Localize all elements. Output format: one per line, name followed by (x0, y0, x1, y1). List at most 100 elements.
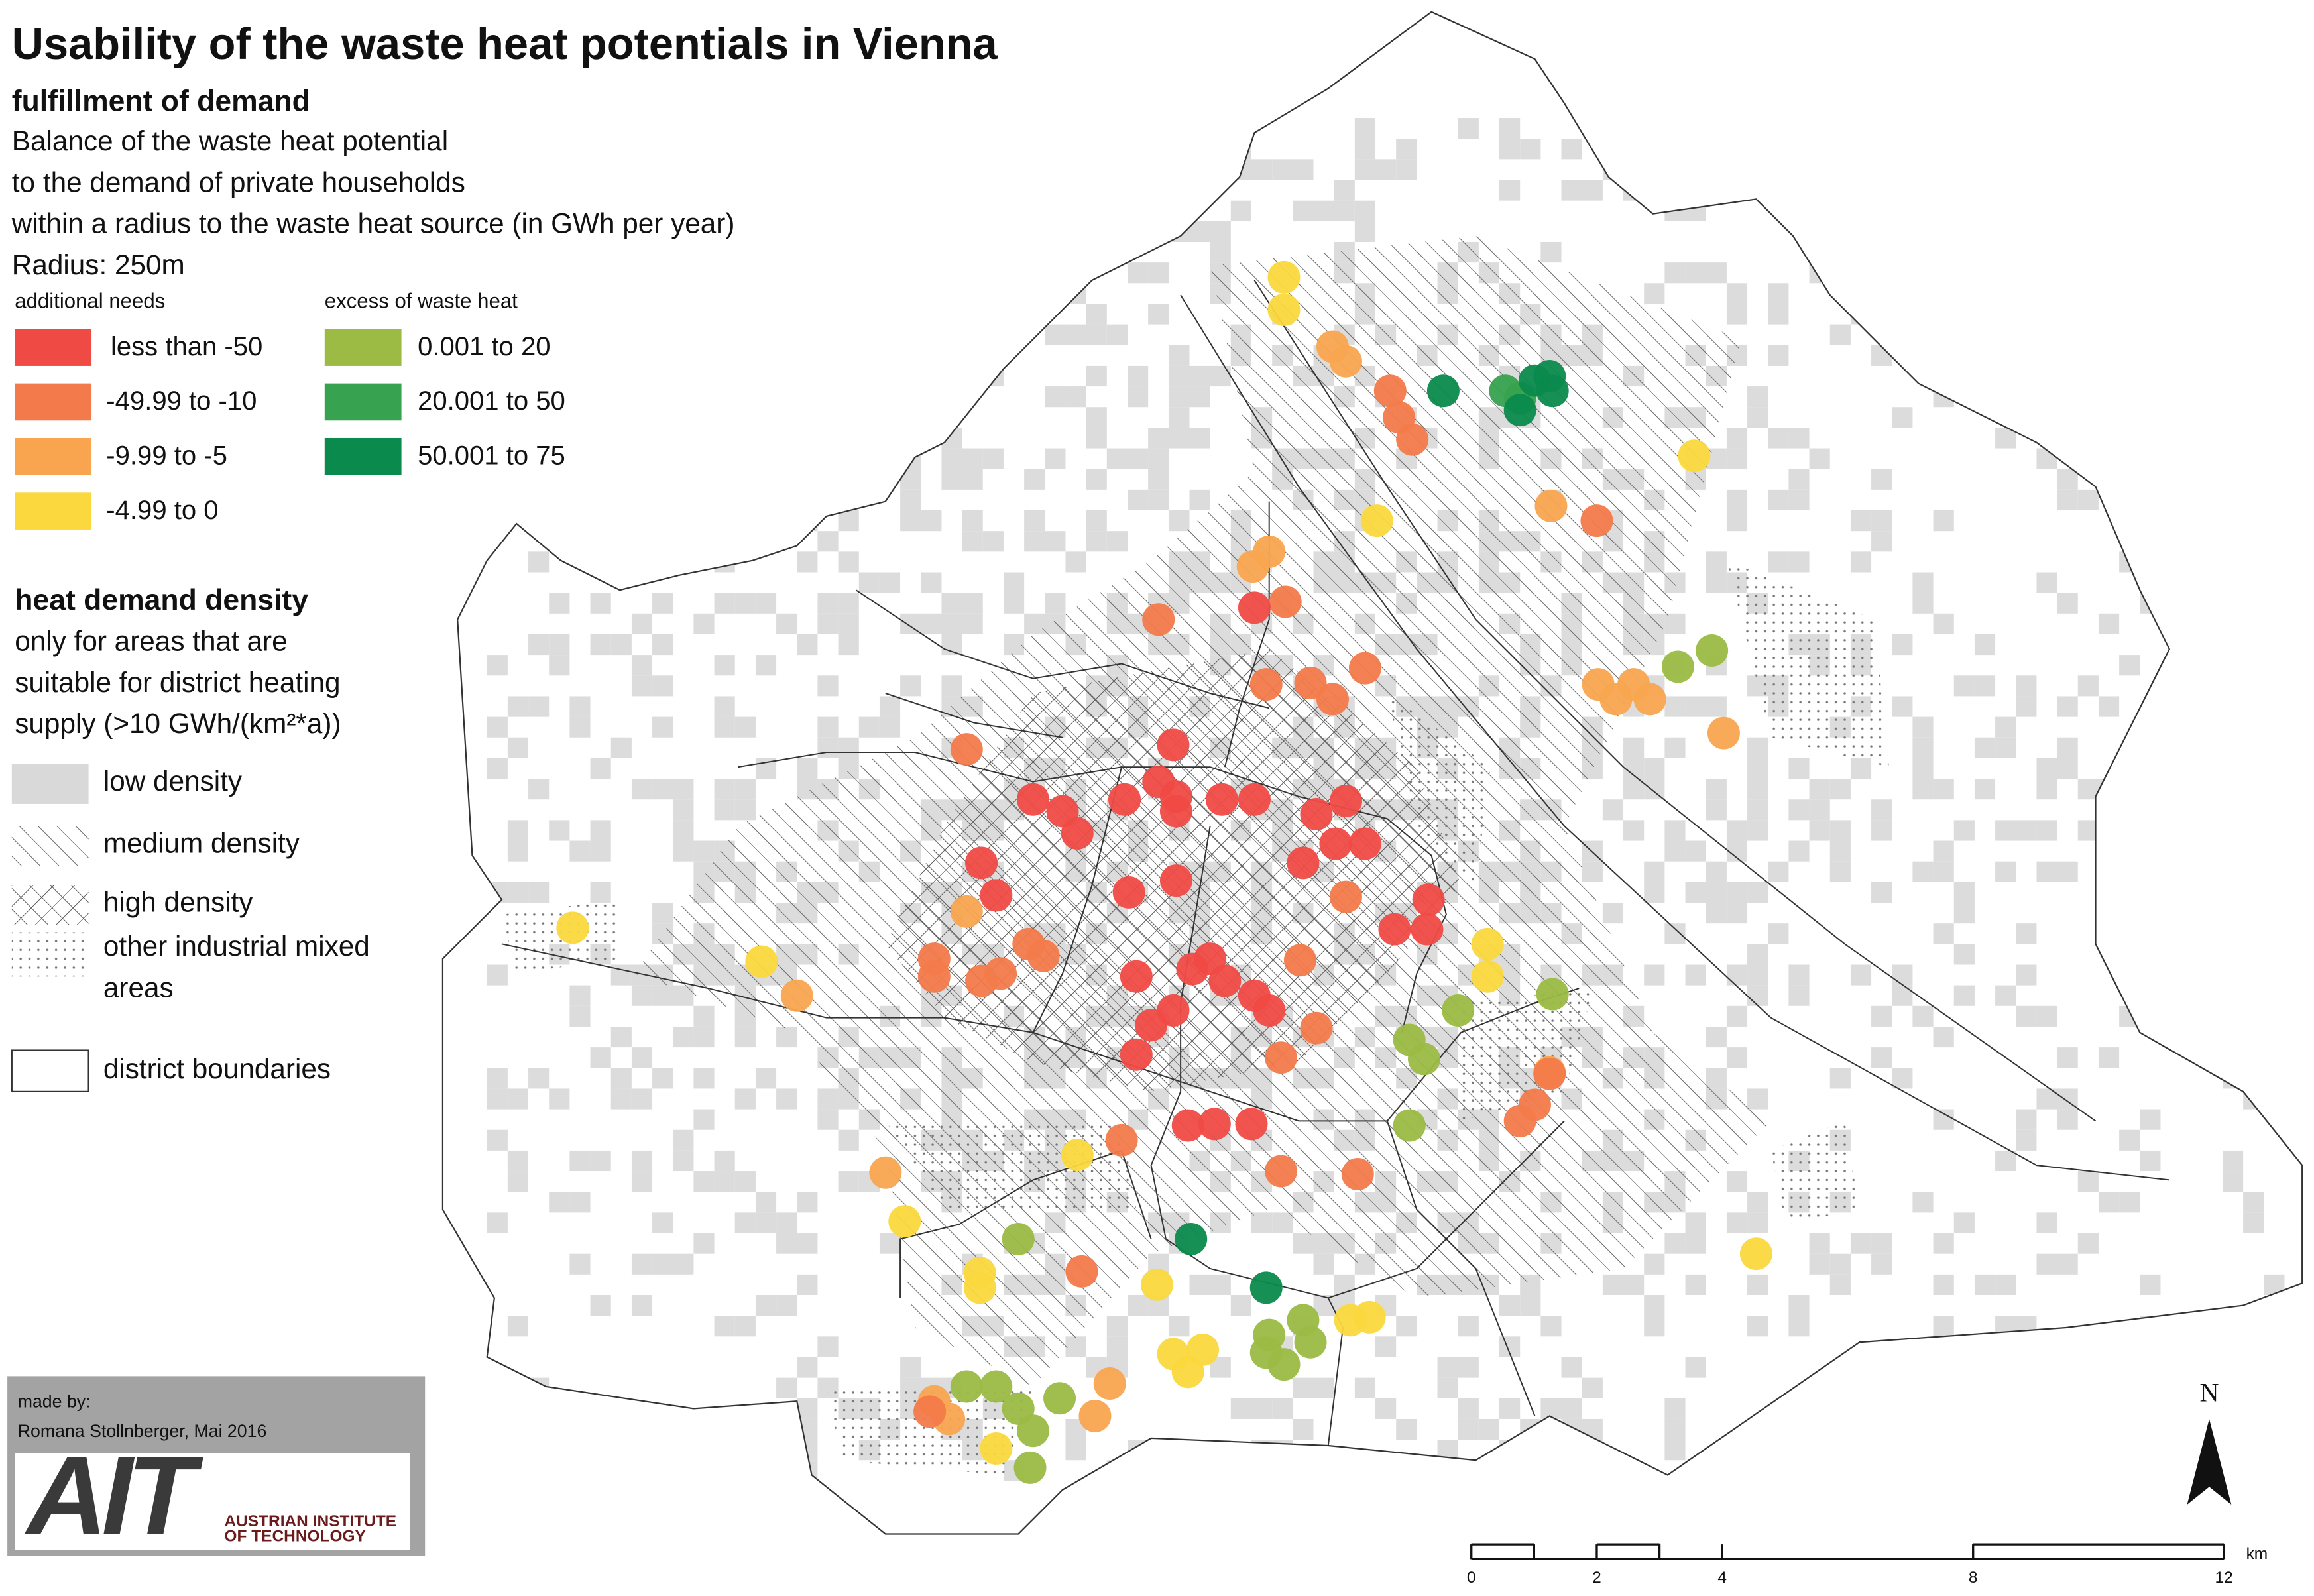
low-density-cell (1169, 221, 1190, 242)
low-density-cell (817, 262, 839, 284)
heat-source (1633, 683, 1666, 716)
low-density-cell (2098, 613, 2120, 634)
low-density-cell (2140, 1109, 2161, 1130)
north-arrow (2187, 1418, 2232, 1505)
low-density-cell (2036, 159, 2057, 180)
low-density-cell (1912, 1377, 1934, 1398)
heat-source (1329, 345, 1362, 378)
low-density-cell (2077, 1233, 2099, 1254)
heat-source (1360, 504, 1393, 538)
heat-source (1253, 994, 1286, 1027)
heat-source (1411, 913, 1444, 946)
low-density-cell (1933, 861, 1954, 882)
low-density-cell (1106, 1316, 1128, 1337)
low-density-cell (1912, 1418, 1934, 1440)
low-density-cell (2036, 1005, 2057, 1027)
low-density-cell (941, 613, 962, 634)
heat-source (1238, 591, 1271, 624)
low-density-cell (2036, 779, 2057, 800)
low-density-cell (1685, 262, 1706, 284)
low-density-cell (610, 737, 632, 758)
heat-source (1002, 1222, 1035, 1255)
low-density-cell (1829, 1274, 1851, 1295)
low-density-cell (1086, 531, 1107, 552)
low-density-cell (1953, 944, 1975, 965)
low-density-cell (1788, 964, 1810, 986)
low-density-cell (734, 510, 756, 532)
low-density-cell (1644, 1316, 1665, 1337)
low-density-cell (817, 613, 839, 634)
low-density-cell (1396, 139, 1417, 160)
low-density-cell (1003, 200, 1025, 221)
low-density-cell (2057, 737, 2078, 758)
low-density-cell (528, 634, 550, 656)
low-density-cell (487, 118, 508, 139)
low-density-cell (610, 1088, 632, 1110)
heat-source (1534, 489, 1568, 522)
scale-unit: km (2246, 1545, 2268, 1563)
legend-label: 20.001 to 50 (418, 386, 565, 416)
low-density-cell (1933, 510, 1954, 532)
low-density-cell (1829, 159, 1851, 180)
low-density-cell (610, 1068, 632, 1089)
low-density-cell (487, 1212, 508, 1233)
low-density-cell (776, 1377, 797, 1398)
heat-source (1267, 260, 1301, 294)
low-density-cell (590, 758, 611, 779)
low-density-cell (528, 882, 550, 903)
low-density-cell (941, 469, 962, 490)
low-density-cell (673, 799, 694, 821)
low-density-cell (1788, 551, 1810, 573)
low-density-cell (528, 1377, 550, 1398)
low-density-cell (549, 655, 570, 676)
low-density-cell (1334, 1274, 1355, 1295)
low-density-cell (1354, 118, 1376, 139)
low-density-cell (1809, 1233, 1830, 1254)
heat-source (1120, 1038, 1153, 1071)
low-density-cell (797, 1418, 818, 1440)
legend-label: areas (103, 972, 174, 1003)
low-density-cell (1293, 1233, 1314, 1254)
low-density-cell (2243, 1088, 2264, 1110)
low-density-cell (1499, 1440, 1521, 1461)
low-density-cell (2119, 1192, 2140, 1213)
low-density-cell (1912, 324, 1934, 345)
low-density-cell (1106, 448, 1128, 469)
low-density-cell (1396, 159, 1417, 180)
low-density-cell (1747, 944, 1768, 965)
low-density-cell (1892, 696, 1913, 717)
heat-source (1249, 1271, 1283, 1304)
low-density-cell (1065, 551, 1086, 573)
low-density-cell (1230, 159, 1251, 180)
heat-source (1238, 783, 1271, 816)
low-density-cell (1024, 241, 1045, 263)
low-density-cell (714, 716, 735, 738)
description: within a radius to the waste heat source… (11, 208, 735, 239)
low-density-cell (755, 1294, 777, 1316)
heat-source (1341, 1158, 1374, 1190)
low-density-cell (797, 634, 818, 656)
low-density-cell (1148, 1460, 1169, 1481)
legend-label: -9.99 to -5 (106, 441, 227, 470)
low-density-cell (631, 1171, 653, 1192)
low-density-cell (714, 241, 735, 263)
heat-source (950, 733, 983, 766)
low-density-cell (1375, 1336, 1397, 1357)
low-density-cell (631, 1253, 653, 1275)
low-density-cell (962, 613, 983, 634)
low-density-cell (1024, 200, 1045, 221)
low-density-cell (2140, 1316, 2161, 1337)
low-density-cell (1850, 304, 1872, 325)
low-density-cell (1293, 1377, 1314, 1398)
low-density-cell (693, 613, 715, 634)
low-density-cell (982, 531, 1004, 552)
low-density-cell (1768, 861, 1789, 882)
low-density-cell (1623, 118, 1645, 139)
low-density-cell (1995, 345, 2016, 366)
low-density-cell (1396, 1418, 1417, 1440)
low-density-cell (1871, 1005, 1892, 1027)
low-density-cell (2016, 365, 2037, 387)
low-density-cell (1726, 1047, 1748, 1068)
scale-bar: 0 2 4 8 12 km (1467, 1543, 2268, 1587)
low-density-cell (590, 407, 611, 428)
